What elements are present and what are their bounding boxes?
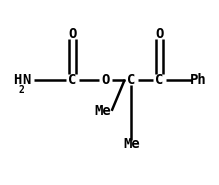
- Text: C: C: [155, 73, 164, 87]
- Text: Me: Me: [95, 104, 111, 118]
- Text: C: C: [68, 73, 77, 87]
- Text: C: C: [127, 73, 135, 87]
- Text: H: H: [13, 73, 21, 87]
- Text: Me: Me: [123, 137, 140, 151]
- Text: O: O: [155, 27, 164, 41]
- Text: 2: 2: [18, 85, 24, 95]
- Text: O: O: [101, 73, 109, 87]
- Text: O: O: [68, 27, 77, 41]
- Text: Ph: Ph: [190, 73, 207, 87]
- Text: N: N: [22, 73, 31, 87]
